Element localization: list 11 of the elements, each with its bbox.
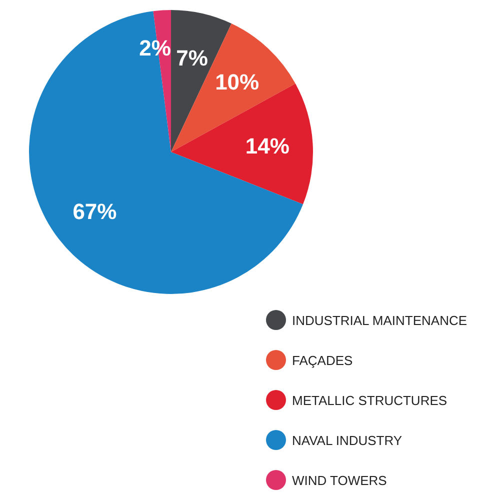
data-label: 7% [176,45,208,70]
data-label: 67% [72,198,117,224]
legend-label: METALLIC STRUCTURES [292,393,448,408]
data-label: 14% [245,134,290,159]
legend-label: WIND TOWERS [292,473,388,488]
legend-label: FAÇADES [292,353,354,368]
data-label: 10% [215,69,260,94]
pie-slice [29,11,304,294]
legend-label: INDUSTRIAL MAINTENANCE [292,313,468,328]
legend-label: NAVAL INDUSTRY [292,433,402,448]
pie-slice [171,24,296,152]
